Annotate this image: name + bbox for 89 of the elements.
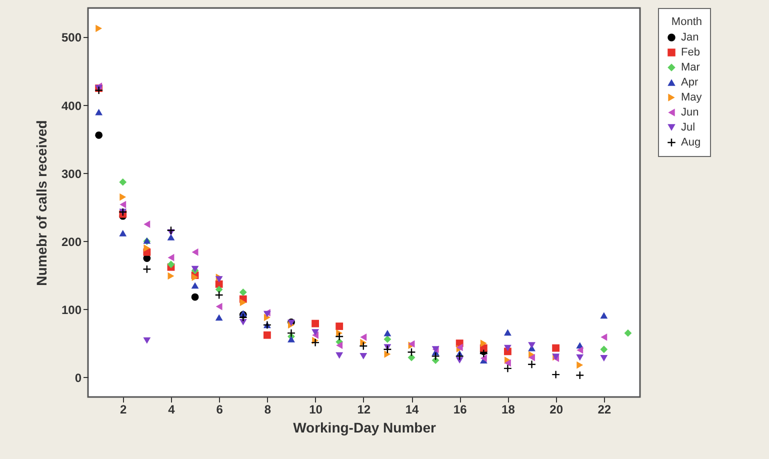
y-tick-label: 400 [61,98,82,113]
point [624,329,632,337]
point [168,272,174,280]
legend-title: Month [671,16,702,28]
point [408,354,416,362]
legend-label: Jan [681,32,699,44]
point [504,359,511,367]
point [576,354,584,361]
x-tick-label: 12 [357,402,371,416]
point [600,333,608,341]
point [576,372,584,379]
y-tick-label: 200 [61,234,82,249]
point [552,370,560,378]
y-tick-label: 100 [61,302,82,317]
x-tick-label: 6 [216,402,224,416]
point [504,329,512,336]
point [191,293,199,301]
point [120,193,126,201]
point [600,355,608,362]
point [191,282,199,289]
point [263,331,271,339]
point [336,322,344,330]
point [119,178,127,186]
point [384,350,391,358]
point [576,361,584,369]
legend-label: Jun [681,106,699,118]
point [600,312,608,319]
x-tick-label: 10 [309,402,323,416]
point [120,200,126,208]
y-axis-title: Numebr of calls received [33,120,50,286]
legend-label: Feb [681,46,700,58]
point [95,131,103,139]
point [600,346,608,354]
point [576,346,584,354]
point [432,352,440,360]
point [480,354,487,362]
y-tick-label: 0 [74,370,82,385]
y-tick-label: 300 [61,166,82,181]
point [168,254,174,262]
point [528,354,535,362]
point [192,274,198,282]
point [192,248,198,256]
point [239,318,247,326]
point [119,230,127,236]
point [288,329,295,337]
x-axis-title: Working-Day Number [293,420,436,436]
point [144,244,150,252]
point [167,234,175,240]
point [288,336,295,342]
legend-label: Aug [681,136,701,148]
point [384,330,392,336]
point [312,320,319,328]
point [215,314,223,321]
point [360,333,367,341]
point [312,329,319,336]
point [360,352,368,360]
point [528,342,536,349]
x-tick-label: 22 [598,402,612,416]
point [504,344,512,352]
legend-label: Mar [681,62,700,74]
x-tick-label: 14 [405,402,419,416]
point [96,24,102,32]
point [167,260,175,268]
point [336,342,343,350]
point [240,298,246,306]
point [215,286,223,294]
x-tick-label: 18 [502,402,516,416]
legend-label: May [681,92,702,104]
point [239,288,247,296]
y-tick-label: 500 [61,30,82,45]
point [336,352,344,359]
point [456,352,464,360]
x-tick-label: 20 [550,402,564,416]
point [552,344,560,352]
point [215,276,223,283]
point [504,364,512,372]
point [95,108,103,116]
legend-label: Apr [681,76,698,88]
point [216,302,222,310]
x-tick-label: 8 [264,402,272,416]
point [528,360,536,368]
x-tick-label: 2 [120,402,128,416]
legend-label: Jul [681,122,696,134]
point [480,340,487,347]
point [144,220,150,228]
x-tick-label: 4 [168,402,176,416]
x-tick-label: 16 [453,402,468,416]
point [384,335,392,343]
point [143,337,151,344]
